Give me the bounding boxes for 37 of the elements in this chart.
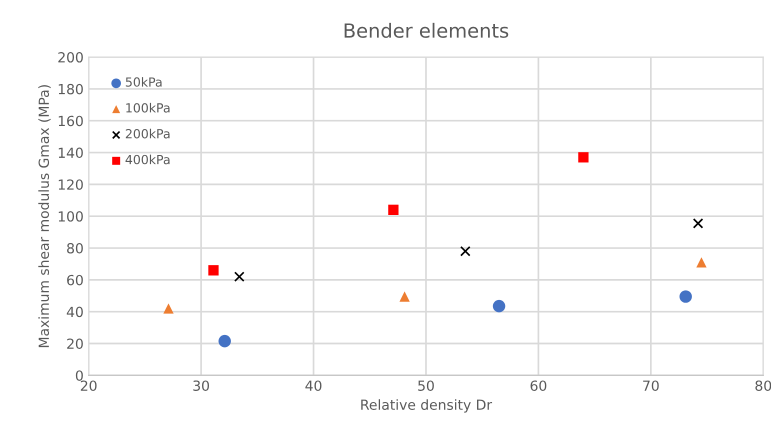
point (163, 303, 174, 314)
legend-label: 100kPa (126, 102, 170, 113)
y-axis-title: Maximum shear modulus Gmax (MPa) (38, 85, 51, 348)
x-tick-label: 60 (530, 380, 546, 391)
x-axis-title: Relative density Dr (361, 399, 492, 413)
point (679, 290, 692, 303)
point (218, 334, 231, 348)
x-tick-label: 20 (80, 380, 97, 391)
y-tick-label: 140 (58, 148, 83, 158)
point (460, 246, 471, 256)
x-tick-label: 30 (193, 380, 210, 391)
x-tick-label: 40 (305, 380, 322, 391)
chart-title: Bender elements (344, 22, 508, 38)
y-tick-label: 40 (66, 306, 83, 318)
point (578, 152, 589, 162)
y-tick-label: 80 (67, 243, 83, 254)
y-tick-label: 180 (58, 84, 83, 94)
y-tick-label: 200 (58, 52, 83, 63)
x-tick-label: 50 (418, 380, 434, 391)
point (234, 271, 245, 282)
y-tick-label: 120 (58, 179, 83, 190)
point (208, 265, 219, 276)
y-tick-label: 0 (76, 370, 83, 381)
point (492, 300, 506, 312)
y-tick-label: 20 (67, 338, 83, 349)
y-tick-label: 100 (58, 211, 83, 222)
point (692, 218, 704, 229)
legend-label: 400kPa (126, 154, 170, 164)
x-tick-label: 80 (755, 380, 771, 391)
point (399, 291, 410, 302)
point (388, 204, 399, 215)
legend-label: 50kPa (126, 77, 162, 87)
point (696, 257, 707, 268)
legend-label: 200kPa (126, 128, 170, 138)
y-tick-label: 160 (58, 116, 83, 126)
x-tick-label: 70 (643, 380, 659, 391)
y-tick-label: 60 (67, 274, 83, 286)
